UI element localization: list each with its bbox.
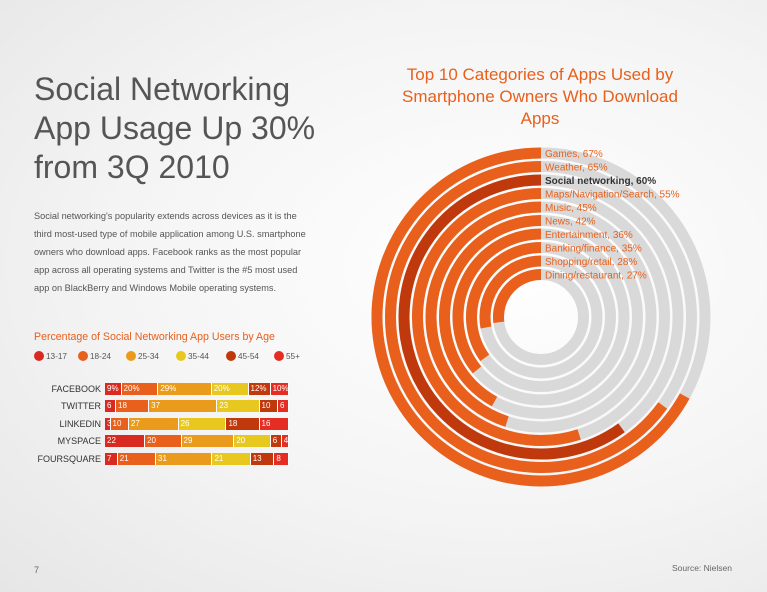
ring-value-arc <box>371 147 690 487</box>
legend-item-55+: 55+ <box>274 351 300 361</box>
legend-label: 13-17 <box>46 352 67 361</box>
stack-segment: 31 <box>156 452 213 465</box>
ring-5: News, 42% <box>439 215 643 419</box>
ring-value-arc <box>493 269 542 324</box>
ring-label: Weather, 65% <box>545 163 608 174</box>
stack-category-label: MYSPACE <box>57 436 101 447</box>
ring-value-arc <box>412 188 581 446</box>
stack-bar-linkedin: 31027261816 <box>105 417 289 430</box>
ring-value-arc <box>385 161 668 473</box>
ring-label: Shopping/retail, 28% <box>545 257 637 268</box>
source-credit: Source: Nielsen <box>672 563 733 573</box>
stack-category-label: LINKEDIN <box>59 418 101 429</box>
ring-label: Entertainment, 36% <box>545 230 633 241</box>
stack-segment: 7 <box>105 452 118 465</box>
stack-segment: 13 <box>250 452 275 465</box>
ring-4: Music, 45% <box>425 201 657 433</box>
stack-category-label: FACEBOOK <box>51 384 101 394</box>
ring-3: Maps/Navigation/Search, 55% <box>412 188 680 446</box>
stack-segment: 20 <box>234 435 271 448</box>
stack-segment: 26 <box>178 417 227 430</box>
legend-swatch <box>226 351 236 361</box>
ring-label: Maps/Navigation/Search, 55% <box>545 190 680 201</box>
stack-segment: 6 <box>105 400 117 413</box>
ring-value-arc <box>398 174 625 460</box>
ring-value-arc <box>452 228 542 374</box>
ring-label: Games, 67% <box>545 149 603 160</box>
age-chart-title: Percentage of Social Networking App User… <box>34 331 275 343</box>
stack-segment: 4 <box>281 435 289 448</box>
stack-segment: 10 <box>259 400 278 413</box>
stack-segment: 18 <box>116 400 150 413</box>
ring-value-arc <box>439 215 542 407</box>
stack-segment: 20% <box>211 383 249 395</box>
legend-item-35-44: 35-44 <box>176 351 209 361</box>
ring-0: Games, 67% <box>371 147 711 487</box>
legend-label: 25-34 <box>138 352 159 361</box>
ring-1: Weather, 65% <box>385 161 697 473</box>
stack-segment: 6 <box>270 435 282 448</box>
stack-bar-facebook: 9% 20% 29% 20% 12% 10% <box>105 383 289 395</box>
intro-paragraph: Social networking's popularity extends a… <box>34 211 306 293</box>
legend-item-13-17: 13-17 <box>34 351 67 361</box>
legend-label: 35-44 <box>188 352 209 361</box>
stack-segment: 16 <box>259 417 289 430</box>
page-headline: Social Networking App Usage Up 30% from … <box>34 71 316 185</box>
ring-label: Dining/restaurant, 27% <box>545 271 647 282</box>
stack-segment: 21 <box>117 452 156 465</box>
ring-6: Entertainment, 36% <box>452 228 633 406</box>
ring-8: Shopping/retail, 28% <box>479 255 637 379</box>
stack-segment: 22 <box>105 435 146 448</box>
ring-value-arc <box>466 242 542 362</box>
rings-chart-title: Top 10 Categories of Apps Used by Smartp… <box>402 65 678 128</box>
stack-bar-myspace: 22 20 29 20 6 4 <box>105 435 289 448</box>
stack-segment: 8 <box>274 452 289 465</box>
stack-segment: 27 <box>128 417 179 430</box>
stack-segment: 20% <box>121 383 159 395</box>
stack-segment: 29% <box>158 383 212 395</box>
stack-bar-twitter: 6 18 37 23 10 6 <box>105 400 289 413</box>
legend-item-45-54: 45-54 <box>226 351 259 361</box>
stack-segment: 23 <box>217 400 260 413</box>
ring-value-arc <box>425 201 542 427</box>
ring-label: Music, 45% <box>545 203 597 214</box>
stack-segment: 10% <box>270 383 289 395</box>
legend-item-18-24: 18-24 <box>78 351 111 361</box>
stack-category-label: TWITTER <box>61 401 101 412</box>
stack-segment: 9% <box>105 383 122 395</box>
ring-9: Dining/restaurant, 27% <box>493 269 647 365</box>
legend-label: 18-24 <box>90 352 111 361</box>
legend-swatch <box>274 351 284 361</box>
page-number: 7 <box>34 565 40 575</box>
stack-segment: 37 <box>149 400 218 413</box>
legend-swatch <box>176 351 186 361</box>
stack-segment: 6 <box>277 400 289 413</box>
stack-category-label: FOURSQUARE <box>37 453 101 464</box>
legend-swatch <box>34 351 44 361</box>
stack-segment: 12% <box>248 383 271 395</box>
stack-segment: 21 <box>212 452 251 465</box>
ring-label: Banking/finance, 35% <box>545 244 642 255</box>
ring-2: Social networking, 60% <box>398 174 684 460</box>
legend-label: 45-54 <box>238 352 259 361</box>
legend-item-25-34: 25-34 <box>126 351 159 361</box>
ring-7: Banking/finance, 35% <box>466 242 642 392</box>
legend-label: 55+ <box>286 352 300 361</box>
stack-segment: 29 <box>181 435 235 448</box>
ring-label: Social networking, 60% <box>545 176 656 187</box>
stack-segment: 3 <box>105 417 111 430</box>
stack-segment: 10 <box>110 417 129 430</box>
ring-label: News, 42% <box>545 217 596 228</box>
stack-bar-foursquare: 7 21 31 21 13 8 <box>105 452 289 465</box>
stack-segment: 20 <box>145 435 182 448</box>
ring-value-arc <box>479 255 542 329</box>
legend-swatch <box>126 351 136 361</box>
legend-swatch <box>78 351 88 361</box>
stack-segment: 18 <box>226 417 260 430</box>
